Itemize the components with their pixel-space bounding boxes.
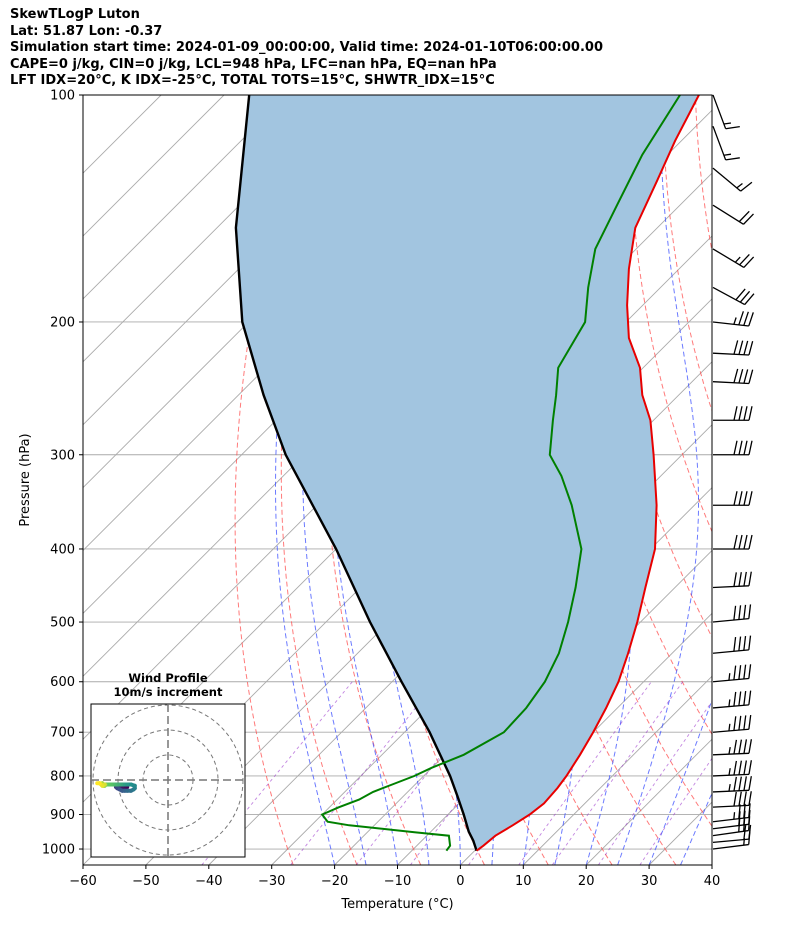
- dry-adiabat-line: [662, 95, 712, 413]
- wind-barb: [712, 167, 753, 192]
- isotherm-line: [83, 95, 288, 300]
- wind-barb: [712, 714, 752, 733]
- dewpoint-line: [320, 95, 681, 852]
- x-tick-label: −20: [321, 874, 348, 889]
- chart-title: SkewTLogP Luton: [10, 7, 140, 22]
- x-tick-label: −50: [132, 874, 159, 889]
- wind-barb: [713, 406, 753, 421]
- wind-barb: [712, 791, 752, 808]
- isotherm-line: [522, 675, 712, 865]
- hodograph-title: Wind Profile: [128, 671, 208, 685]
- y-tick-label: 900: [50, 808, 75, 823]
- mixing-ratio-line: [551, 681, 684, 865]
- temperature-line: [476, 95, 700, 852]
- y-axis-label: Pressure (hPa): [18, 433, 33, 526]
- axes-labels: −60 −50 −40 −30 −20 −10 0 10 20 30 40 100 200 300 400 5…: [18, 89, 720, 913]
- x-tick-label: 0: [456, 874, 464, 889]
- wind-barb: [712, 803, 751, 823]
- x-tick-label: 20: [578, 874, 595, 889]
- isotherm-line: [83, 95, 351, 363]
- wind-barb: [712, 125, 740, 161]
- x-axis-label: Temperature (°C): [340, 897, 453, 912]
- location-line: Lat: 51.87 Lon: -0.37: [10, 23, 163, 39]
- isotherm-line: [271, 424, 712, 865]
- cape-cin-area: [235, 95, 699, 851]
- wind-barb: [712, 690, 752, 709]
- dry-adiabat-line: [280, 95, 358, 865]
- wind-barb: [713, 534, 753, 550]
- wind-barb: [712, 824, 752, 844]
- x-tick-label: −60: [69, 874, 96, 889]
- y-tick-label: 600: [50, 675, 75, 690]
- indices-line-2: LFT IDX=20°C, K IDX=-25°C, TOTAL TOTS=15…: [10, 73, 495, 88]
- dry-adiabat-line: [629, 95, 712, 533]
- mixing-ratio-line: [598, 700, 712, 865]
- y-tick-label: 500: [50, 616, 75, 631]
- wind-barb: [712, 94, 740, 130]
- y-tick-label: 800: [50, 769, 75, 784]
- y-tick-label: 1000: [42, 843, 75, 858]
- y-tick-label: 100: [50, 89, 75, 104]
- dry-adiabat-line: [761, 95, 794, 865]
- mixing-ratio-line: [518, 681, 652, 865]
- wind-barb: [712, 248, 755, 268]
- x-tick-label: 40: [704, 874, 721, 889]
- wind-barb: [712, 311, 754, 327]
- x-tick-label: −30: [258, 874, 285, 889]
- moist-adiabat-line: [648, 698, 712, 865]
- wind-barb: [713, 440, 753, 456]
- y-tick-label: 300: [50, 448, 75, 463]
- moist-adiabat-line: [680, 792, 712, 865]
- wind-barb: [712, 368, 754, 385]
- wind-barb: [712, 340, 754, 356]
- indices-line-1: CAPE=0 j/kg, CIN=0 j/kg, LCL=948 hPa, LF…: [10, 56, 497, 72]
- wind-barb: [712, 204, 754, 225]
- y-tick-label: 700: [50, 726, 75, 741]
- wind-barb: [712, 286, 755, 306]
- dry-adiabat-line: [728, 95, 794, 865]
- wind-barb: [712, 571, 752, 589]
- mixing-ratio-line: [639, 757, 712, 865]
- x-tick-label: −10: [384, 874, 411, 889]
- wind-barb: [712, 776, 752, 793]
- parcel-path-line: [234, 95, 478, 852]
- x-tick-label: 30: [641, 874, 658, 889]
- isotherm-line: [83, 95, 225, 237]
- mixing-ratio-line: [290, 681, 437, 865]
- moist-adiabat-line: [711, 863, 712, 865]
- moist-adiabat-line: [617, 95, 699, 865]
- wind-barb: [713, 491, 753, 506]
- hodograph-title: 10m/s increment: [114, 685, 223, 699]
- wind-barb: [712, 739, 753, 756]
- y-tick-label: 200: [50, 315, 75, 330]
- wind-barb: [712, 604, 752, 623]
- isotherm-line: [711, 864, 712, 865]
- wind-barb: [712, 635, 752, 654]
- wind-barb: [712, 664, 752, 683]
- chart-header: SkewTLogP Luton Lat: 51.87 Lon: -0.37 Si…: [10, 7, 603, 90]
- y-tick-label: 400: [50, 542, 75, 557]
- time-line: Simulation start time: 2024-01-09_00:00:…: [10, 40, 603, 55]
- wind-barbs: [712, 94, 755, 850]
- wind-barb: [712, 760, 752, 777]
- cin-fill: [235, 95, 699, 851]
- x-tick-label: −40: [195, 874, 222, 889]
- profile-lines: [234, 95, 700, 852]
- dry-adiabat-line: [694, 95, 712, 254]
- x-tick-label: 10: [515, 874, 532, 889]
